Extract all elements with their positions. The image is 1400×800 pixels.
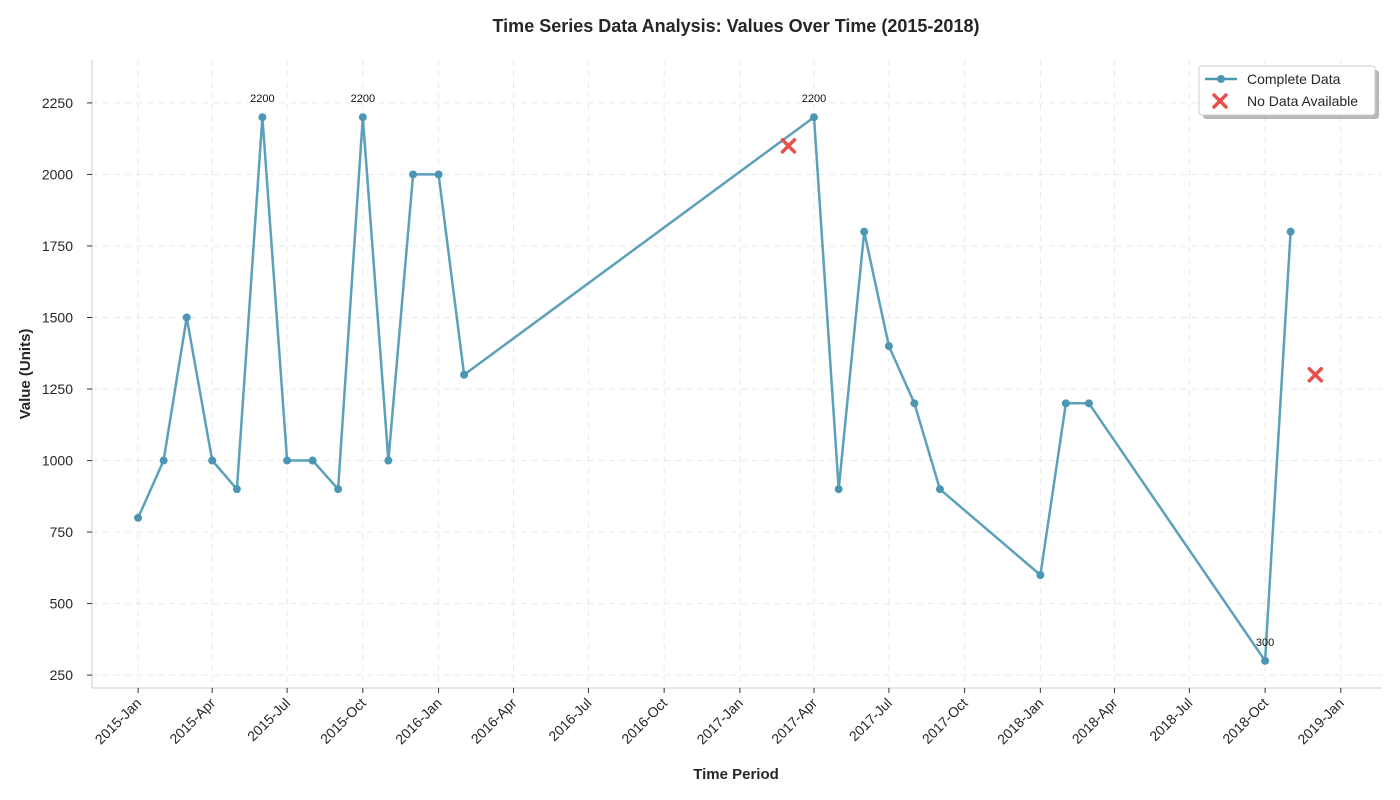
x-tick-label: 2015-Apr [166,695,218,747]
x-axis-ticks: 2015-Jan 2015-Apr 2015-Jul 2015-Oct 2016-Jan… [92,688,1347,747]
data-point [1261,656,1270,665]
annotations: 2200 2200 2200 300 [250,93,1274,649]
data-point [283,456,292,465]
data-point [884,342,893,351]
data-point [358,113,367,122]
data-point [258,113,267,122]
x-tick-label: 2015-Jul [244,695,293,744]
x-tick-label: 2016-Oct [618,695,670,747]
data-point [860,227,869,236]
x-tick-label: 2017-Oct [919,695,971,747]
data-point [434,170,443,179]
data-point [460,370,469,379]
data-point [910,399,919,408]
data-label: 2200 [250,93,274,105]
y-tick-label: 2000 [42,166,73,182]
y-tick-label: 1500 [42,309,73,325]
data-point [1036,570,1045,579]
data-point [834,485,843,494]
legend-x-marker [1212,93,1228,109]
data-point [409,170,418,179]
data-point [182,313,191,322]
data-point [1061,399,1070,408]
x-tick-label: 2019-Jan [1294,695,1347,748]
legend-label-complete: Complete Data [1247,71,1341,87]
grid [92,60,1382,688]
x-tick-label: 2018-Oct [1219,695,1271,747]
y-tick-label: 250 [50,667,74,683]
legend-label-missing: No Data Available [1247,93,1358,109]
x-tick-label: 2018-Jan [994,695,1047,748]
y-tick-label: 1750 [42,238,73,254]
y-axis-ticks: 250 500 750 1000 1250 1500 1750 2000 2250 [42,95,92,683]
data-point [159,456,168,465]
x-tick-label: 2017-Jan [693,695,746,748]
x-tick-label: 2015-Oct [317,695,369,747]
y-tick-label: 1000 [42,453,73,469]
x-tick-label: 2018-Jul [1146,695,1195,744]
data-point [384,456,393,465]
data-point [334,485,343,494]
chart-title: Time Series Data Analysis: Values Over T… [493,16,980,36]
data-label: 2200 [802,93,826,105]
x-tick-label: 2016-Jan [392,695,445,748]
y-tick-label: 750 [50,524,74,540]
data-point [308,456,317,465]
data-label: 300 [1256,637,1274,649]
x-axis-label: Time Period [693,766,779,783]
data-point [134,513,143,522]
data-point [935,485,944,494]
x-tick-label: 2015-Jan [92,695,145,748]
x-tick-label: 2016-Apr [468,695,520,747]
data-label: 2200 [351,93,375,105]
x-tick-label: 2017-Apr [768,695,820,747]
data-point [809,113,818,122]
missing-data-marker [1307,366,1324,383]
legend-circle-marker [1217,75,1225,83]
legend-box [1198,65,1376,116]
y-tick-label: 1250 [42,381,73,397]
legend: Complete Data No Data Available [1198,65,1379,119]
missing-data-marker [780,138,797,154]
series [134,113,1324,665]
data-point [1084,399,1093,408]
x-tick-label: 2017-Jul [846,695,895,744]
y-tick-label: 500 [50,596,74,612]
y-tick-label: 2250 [42,95,73,111]
data-point [1286,227,1295,236]
data-point [208,456,217,465]
x-tick-label: 2018-Apr [1069,695,1121,747]
y-axis-label: Value (Units) [17,329,34,420]
data-point [232,485,241,494]
x-tick-label: 2016-Jul [545,695,594,744]
